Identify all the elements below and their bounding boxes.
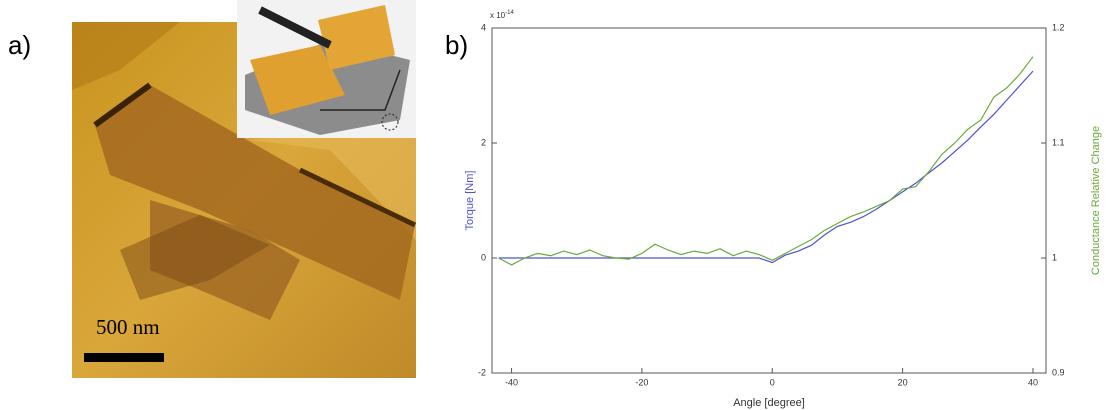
panel-label: b) [445, 30, 469, 60]
afm-image: 500 nm [72, 0, 417, 378]
y-tick-label: 4 [481, 22, 486, 32]
plot-frame [491, 27, 1047, 374]
scale-bar [84, 353, 164, 362]
x-tick-label: 0 [770, 377, 775, 387]
y-exponent-power: -14 [505, 10, 514, 16]
data-line [498, 56, 1034, 266]
x-tick-label: 20 [898, 377, 908, 387]
scale-bar-label: 500 nm [96, 315, 160, 339]
y2-tick-label: 0.9 [1052, 367, 1065, 377]
x-tick-label: 40 [1028, 377, 1038, 387]
x-tick-label: -40 [505, 377, 518, 387]
x-axis-label: Angle [degree] [733, 397, 805, 409]
y-axis-label: Torque [Nm] [464, 171, 476, 231]
data-line [498, 70, 1034, 264]
y2-tick-label: 1 [1052, 252, 1057, 262]
y-exponent: x 10-14 [490, 10, 514, 21]
x-tick-label: -20 [635, 377, 648, 387]
y-tick-label: 0 [481, 252, 486, 262]
y2-tick-label: 1.2 [1052, 22, 1065, 32]
y2-axis-label: Conductance Relative Change [1090, 126, 1102, 275]
panel-label: a) [8, 30, 32, 60]
y-tick-label: 2 [481, 137, 486, 147]
y-tick-label: -2 [478, 367, 486, 377]
y2-tick-label: 1.1 [1052, 137, 1065, 147]
y-exponent-base: x 10 [490, 11, 506, 20]
